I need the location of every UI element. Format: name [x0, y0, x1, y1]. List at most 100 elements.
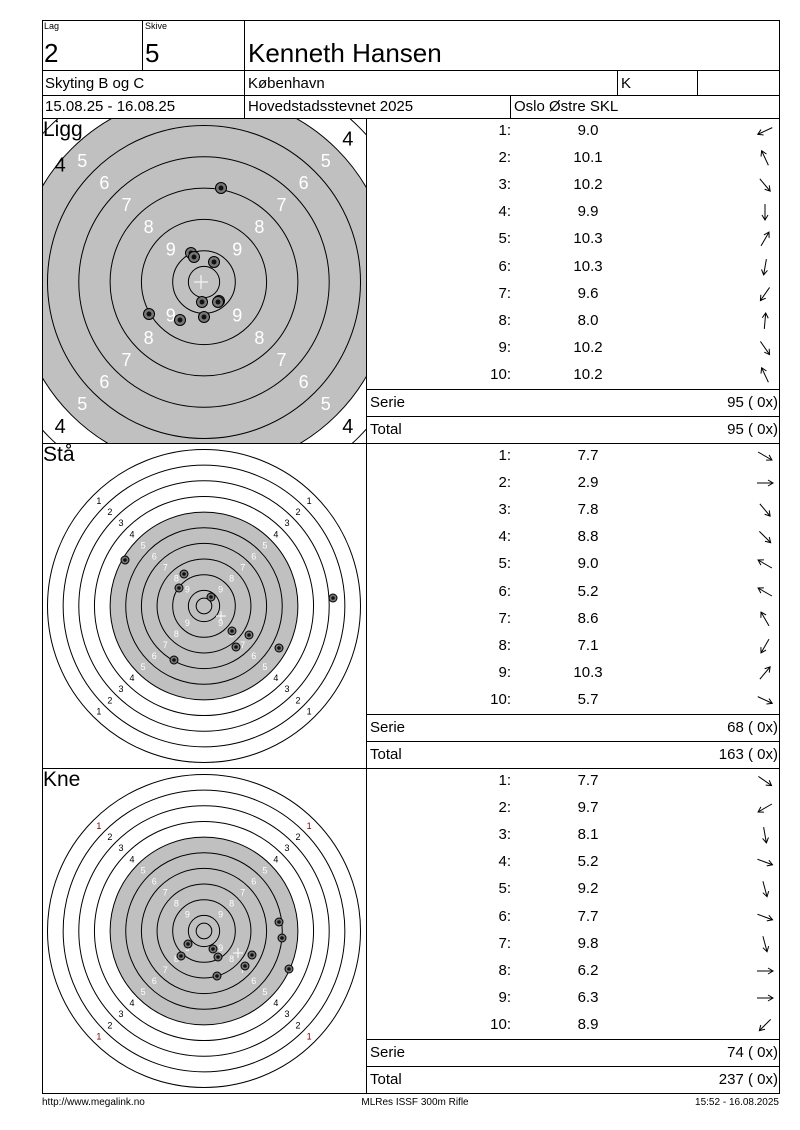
shot-hole-9: [183, 939, 193, 949]
footer-url[interactable]: http://www.megalink.no: [42, 1097, 145, 1108]
shot-hole-7: [213, 952, 223, 962]
target-ring-9: [172, 574, 236, 638]
target-ring-7: [78, 156, 330, 408]
divider: [42, 70, 780, 71]
shot-value: 7.1: [577, 636, 599, 654]
shot-value: 7.7: [577, 447, 599, 464]
target-ring-8: [109, 187, 299, 377]
ring-label-1: 1: [96, 706, 101, 716]
divider: [617, 70, 618, 95]
skive-label: Skive: [145, 21, 168, 31]
table-divider: [366, 389, 780, 390]
ring-label-3: 3: [118, 1009, 123, 1019]
shot-value: 6.3: [577, 988, 599, 1006]
shot-hole-3: [284, 964, 294, 974]
shot-number: 10:: [490, 1015, 511, 1033]
shot-hole-10: [143, 308, 155, 320]
total-value: 95 ( 0x): [727, 421, 778, 438]
direction-arrow-icon: [757, 803, 773, 813]
ring-label-7: 7: [122, 350, 132, 370]
group-center-cross: [233, 948, 243, 958]
target: 111122223333444455556666777788889999: [47, 449, 361, 763]
ring-label-5: 5: [141, 987, 146, 997]
shot-hole-6: [212, 971, 222, 981]
section-divider: [42, 443, 780, 444]
shot-number: 5:: [498, 230, 511, 248]
target: 111122223333444455556666777788889999: [47, 774, 361, 1088]
direction-arrow-icon: [760, 231, 770, 247]
ring-label-1: 1: [307, 821, 312, 831]
shot-number: 2:: [498, 474, 511, 492]
position-name: Ligg: [43, 118, 83, 141]
footer-program: MLRes ISSF 300m Rifle: [361, 1097, 469, 1108]
target-ring-2: [62, 464, 346, 748]
club-text: Oslo Østre SKL: [514, 98, 619, 115]
ring-label-2: 2: [107, 1020, 112, 1030]
total-label: Total: [370, 746, 402, 763]
ring-label-2: 2: [296, 1020, 301, 1030]
shot-number: 8:: [498, 311, 511, 329]
direction-arrow-icon: [761, 258, 768, 276]
ring-label-4: 4: [55, 416, 66, 438]
serie-label: Serie: [370, 394, 406, 411]
group-center-cross: [216, 611, 226, 621]
shot-value: 10.2: [573, 338, 603, 356]
shot-value: 8.1: [577, 826, 599, 844]
ring-label-7: 7: [240, 965, 245, 975]
ring-label-7: 7: [276, 350, 286, 370]
direction-arrow-icon: [761, 204, 769, 222]
shot-number: 4:: [498, 528, 511, 546]
shot-value: 8.6: [577, 609, 599, 627]
ring-label-7: 7: [122, 195, 132, 215]
total-label: Total: [370, 421, 402, 438]
shot-value: 10.3: [573, 230, 603, 248]
ring-label-8: 8: [254, 217, 264, 237]
target-ring-1: [47, 774, 361, 1088]
ring-label-5: 5: [321, 394, 331, 414]
ring-label-5: 5: [262, 865, 267, 875]
ring-label-7: 7: [163, 965, 168, 975]
direction-arrow-icon: [757, 696, 774, 705]
direction-arrow-icon: [757, 479, 774, 487]
serie-value: 95 ( 0x): [727, 394, 778, 411]
shot-hole-5: [328, 593, 338, 603]
direction-arrow-icon: [758, 1018, 772, 1032]
shot-hole-8: [231, 642, 241, 652]
target-ring-6: [125, 527, 283, 685]
ring-label-3: 3: [284, 843, 289, 853]
ring-label-9: 9: [185, 910, 190, 920]
ring-label-9: 9: [218, 943, 223, 953]
shot-value: 6.2: [577, 961, 599, 979]
column-divider: [366, 118, 367, 443]
table-divider: [366, 416, 780, 417]
shot-hole-10: [176, 951, 186, 961]
ring-label-7: 7: [240, 888, 245, 898]
target-inner-ten: [195, 597, 213, 615]
direction-arrow-icon: [761, 311, 769, 329]
shot-number: 3:: [498, 826, 511, 844]
serie-label: Serie: [370, 719, 406, 736]
direction-arrow-icon: [759, 286, 770, 301]
ring-label-8: 8: [229, 574, 234, 584]
shot-value: 9.2: [577, 880, 599, 898]
dates-text: 15.08.25 - 16.08.25: [45, 98, 176, 115]
ring-label-5: 5: [141, 865, 146, 875]
shot-hole-1: [120, 555, 130, 565]
direction-arrow-icon: [757, 967, 774, 975]
shot-value: 8.0: [577, 311, 599, 329]
ring-label-2: 2: [296, 832, 301, 842]
ring-label-6: 6: [299, 372, 309, 392]
shot-number: 3:: [498, 176, 511, 194]
ring-label-4: 4: [130, 529, 135, 539]
total-value: 163 ( 0x): [718, 746, 778, 763]
shot-value: 5.2: [577, 582, 599, 600]
class-text: Skyting B og C: [45, 75, 145, 92]
direction-arrow-icon: [757, 559, 773, 569]
table-divider: [366, 1039, 780, 1040]
skive-value: 5: [145, 38, 160, 68]
shot-number: 7:: [498, 934, 511, 952]
ring-label-4: 4: [130, 998, 135, 1008]
serie-value: 74 ( 0x): [727, 1044, 778, 1061]
target-ring-9: [140, 218, 268, 346]
target-ring-4: [93, 495, 315, 717]
